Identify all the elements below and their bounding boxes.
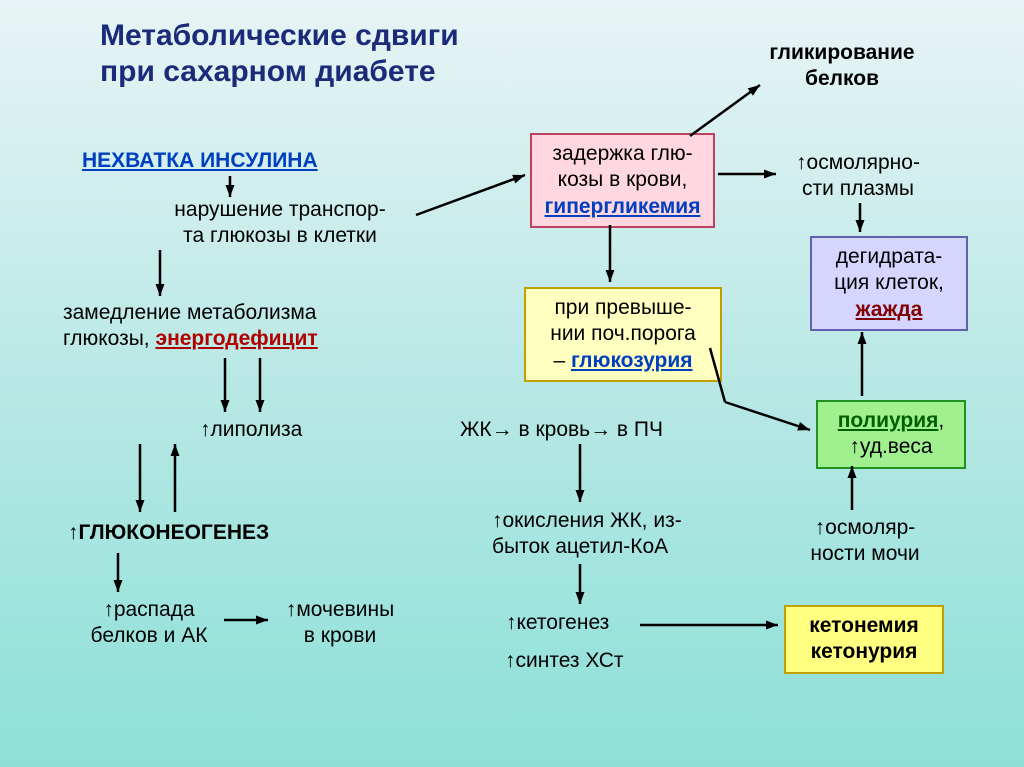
label: НЕХВАТКА ИНСУЛИНА [82, 149, 318, 172]
l2: та глюкозы в клетки [183, 224, 377, 247]
arr: ↑ [200, 418, 211, 441]
txt: кетогенез [517, 611, 610, 634]
l2: белков и АК [91, 624, 208, 647]
txt: синтез ХСт [516, 649, 624, 672]
l2: уд.веса [860, 435, 933, 458]
diagram-title: Метаболические сдвиги при сахарном диабе… [100, 18, 459, 90]
node-glikirovanie: гликирование белков [752, 40, 932, 93]
arr: ↑ [505, 649, 516, 672]
l3: жажда [856, 298, 923, 321]
node-ketogenesis: ↑кетогенез [506, 610, 609, 636]
node-hyperglycemia: задержка глю- козы в крови, гипергликеми… [530, 133, 715, 228]
node-energo: замедление метаболизма глюкозы, энергоде… [63, 300, 383, 353]
node-polyuria: полиурия, ↑уд.веса [816, 400, 966, 469]
l3b: глюкозурия [571, 349, 693, 372]
arr: ↑ [796, 151, 807, 174]
l2: сти плазмы [802, 177, 914, 200]
node-raspada: ↑распада белков и АК [74, 597, 224, 650]
l2: нии поч.порога [550, 322, 696, 345]
arr: ↑ [506, 611, 517, 634]
l2: козы в крови, [558, 168, 688, 191]
l1: задержка глю- [552, 142, 692, 165]
txt: распада [114, 598, 195, 621]
l3a: – [553, 349, 571, 372]
node-dehydration: дегидрата- ция клеток, жажда [810, 236, 968, 331]
arr: ↑ [849, 435, 860, 458]
arr: ↑ [286, 598, 297, 621]
label: гликирование [769, 41, 914, 64]
l2: ция клеток, [834, 271, 944, 294]
node-transport: нарушение транспор- та глюкозы в клетки [150, 197, 410, 250]
l3: гипергликемия [545, 195, 701, 218]
l1a: полиурия [838, 409, 939, 432]
txt: осмолярно- [807, 151, 920, 174]
l2a: глюкозы, [63, 327, 155, 350]
l2: кетонурия [811, 640, 918, 663]
node-gluconeo: ↑ГЛЮКОНЕОГЕНЕЗ [68, 520, 269, 546]
txt: ЖК→ в кровь→ в ПЧ [460, 418, 663, 441]
node-sintez-hst: ↑синтез ХСт [505, 648, 623, 674]
l1: замедление метаболизма [63, 301, 316, 324]
node-ketonemia: кетонемия кетонурия [784, 605, 944, 674]
l2: в крови [304, 624, 376, 647]
l1: кетонемия [809, 614, 919, 637]
node-glucosuria: при превыше- нии поч.порога – глюкозурия [524, 287, 722, 382]
node-mocheviny: ↑мочевины в крови [270, 597, 410, 650]
l1: дегидрата- [836, 245, 943, 268]
title-line1: Метаболические сдвиги [100, 19, 459, 52]
txt: липолиза [211, 418, 303, 441]
arr: ↑ [815, 516, 826, 539]
arr: ↑ [103, 598, 114, 621]
l1: при превыше- [554, 296, 691, 319]
node-lipoliz: ↑липолиза [200, 417, 302, 443]
l2: быток ацетил-КоА [492, 535, 668, 558]
node-insulin: НЕХВАТКА ИНСУЛИНА [82, 148, 318, 174]
arr: ↑ [68, 521, 79, 544]
label2: белков [805, 67, 879, 90]
txt: осмоляр- [825, 516, 915, 539]
l2: ности мочи [810, 542, 919, 565]
l2b: энергодефицит [155, 327, 317, 350]
txt: окисления ЖК, из- [503, 509, 682, 532]
node-osm-plasma: ↑осмолярно- сти плазмы [778, 150, 938, 203]
node-oxidation: ↑окисления ЖК, из- быток ацетил-КоА [492, 508, 722, 561]
l1b: , [938, 409, 944, 432]
txt: мочевины [296, 598, 394, 621]
txt: ГЛЮКОНЕОГЕНЕЗ [79, 521, 270, 544]
node-zhk: ЖК→ в кровь→ в ПЧ [460, 417, 663, 443]
node-osm-urine: ↑осмоляр- ности мочи [790, 515, 940, 568]
l1: нарушение транспор- [174, 198, 385, 221]
title-line2: при сахарном диабете [100, 55, 436, 88]
arr: ↑ [492, 509, 503, 532]
